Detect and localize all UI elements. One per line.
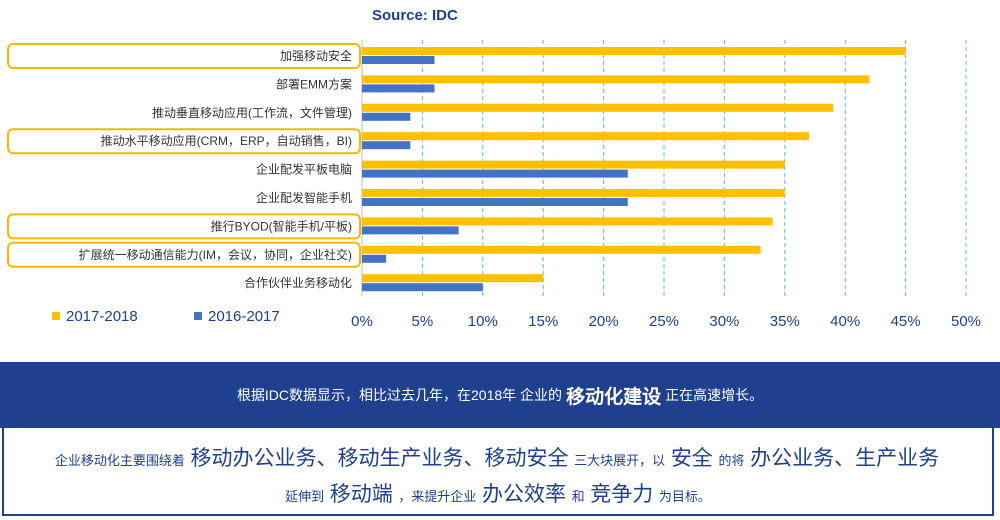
l2-text-a: 延伸到	[285, 489, 325, 504]
bar-2017-2018	[362, 75, 870, 84]
legend-label: 2016-2017	[208, 308, 280, 325]
bar-2016-2017	[362, 198, 628, 206]
bar-2016-2017	[362, 226, 459, 235]
category-label: 企业配发平板电脑	[256, 162, 352, 177]
category-label: 加强移动安全	[280, 48, 352, 63]
category-highlight-box	[7, 43, 361, 69]
category-highlight-box	[7, 213, 361, 240]
l1-text-c: 三大块展开，以	[574, 453, 666, 468]
x-tick-label: 10%	[468, 313, 498, 330]
x-tick-label: 0%	[351, 313, 373, 330]
banner-text-post: 正在高速增长。	[665, 387, 764, 403]
x-tick-label: 15%	[528, 313, 558, 330]
l2-highlight-d: 办公效率	[482, 483, 566, 506]
l1-highlight-d: 安全	[670, 447, 713, 470]
l2-text-c: ，来提升企业	[398, 489, 477, 504]
x-tick-label: 30%	[709, 313, 739, 330]
l2-text-g: 为目标。	[658, 489, 711, 504]
summary-box: 企业移动化主要围绕着 移动办公业务、移动生产业务、移动安全 三大块展开，以 安全…	[2, 428, 994, 516]
l1-highlight-b: 移动办公业务、移动生产业务、移动安全	[190, 447, 569, 470]
x-tick-label: 40%	[830, 313, 860, 330]
legend-swatch	[52, 312, 60, 320]
category-highlight-box	[7, 241, 361, 268]
category-label: 推动水平移动应用(CRM，ERP，自动销售，BI)	[101, 133, 352, 148]
bar-2017-2018	[362, 132, 809, 141]
bar-2017-2018	[362, 160, 785, 169]
category-label: 企业配发智能手机	[256, 190, 352, 205]
bar-2016-2017	[362, 283, 483, 292]
x-tick-label: 5%	[412, 313, 434, 330]
chart-title: Source: IDC	[372, 7, 458, 24]
legend: 2017-2018 2016-2017	[52, 308, 280, 325]
summary-line-2: 延伸到 移动端 ，来提升企业 办公效率 和 竞争力 为目标。	[4, 478, 992, 508]
bar-2016-2017	[362, 254, 387, 263]
banner-emphasis: 移动化建设	[566, 386, 662, 408]
x-tick-label: 20%	[589, 313, 619, 330]
legend-swatch	[194, 312, 202, 320]
x-tick-label: 35%	[770, 313, 800, 330]
x-tick-label: 45%	[891, 313, 921, 330]
bar-2016-2017	[362, 169, 628, 178]
x-tick-label: 25%	[649, 313, 679, 330]
category-label: 扩展统一移动通信能力(IM，会议，协同，企业社交)	[79, 247, 352, 262]
bars	[362, 47, 906, 292]
bar-2016-2017	[362, 112, 411, 121]
l2-highlight-b: 移动端	[329, 483, 393, 506]
bar-2016-2017	[362, 56, 435, 64]
legend-label: 2017-2018	[66, 308, 138, 325]
l2-highlight-f: 竞争力	[590, 483, 654, 506]
category-label: 推动垂直移动应用(工作流，文件管理)	[152, 105, 352, 120]
l1-text-e: 的将	[718, 453, 745, 468]
bar-chart: Source: IDC 加强移动安全部署EMM方案推动垂直移动应用(工作流，文件…	[7, 7, 981, 330]
x-tick-labels: 0% 5% 10% 15% 20% 25% 30% 35% 40% 45% 50%	[351, 313, 981, 330]
summary-banner: 根据IDC数据显示，相比过去几年，在2018年 企业的 移动化建设 正在高速增长…	[0, 362, 1000, 428]
bar-2017-2018	[362, 217, 773, 226]
bar-2017-2018	[362, 189, 785, 197]
category-highlight-box	[7, 128, 361, 155]
category-label: 部署EMM方案	[276, 76, 352, 91]
bar-2017-2018	[362, 274, 544, 283]
x-tick-label: 50%	[951, 313, 981, 330]
category-label: 合作伙伴业务移动化	[244, 275, 352, 290]
bar-2016-2017	[362, 141, 411, 150]
l2-text-e: 和	[571, 489, 585, 504]
l1-text-a: 企业移动化主要围绕着	[54, 453, 185, 468]
bar-2017-2018	[362, 245, 761, 254]
banner-text-pre: 根据IDC数据显示，相比过去几年，在2018年 企业的	[236, 387, 563, 403]
l1-highlight-f: 办公业务、生产业务	[750, 447, 940, 470]
summary-line-1: 企业移动化主要围绕着 移动办公业务、移动生产业务、移动安全 三大块展开，以 安全…	[4, 442, 992, 472]
bar-2017-2018	[362, 47, 906, 55]
bar-2016-2017	[362, 84, 435, 93]
bar-2017-2018	[362, 103, 834, 112]
category-label: 推行BYOD(智能手机/平板)	[211, 218, 352, 233]
